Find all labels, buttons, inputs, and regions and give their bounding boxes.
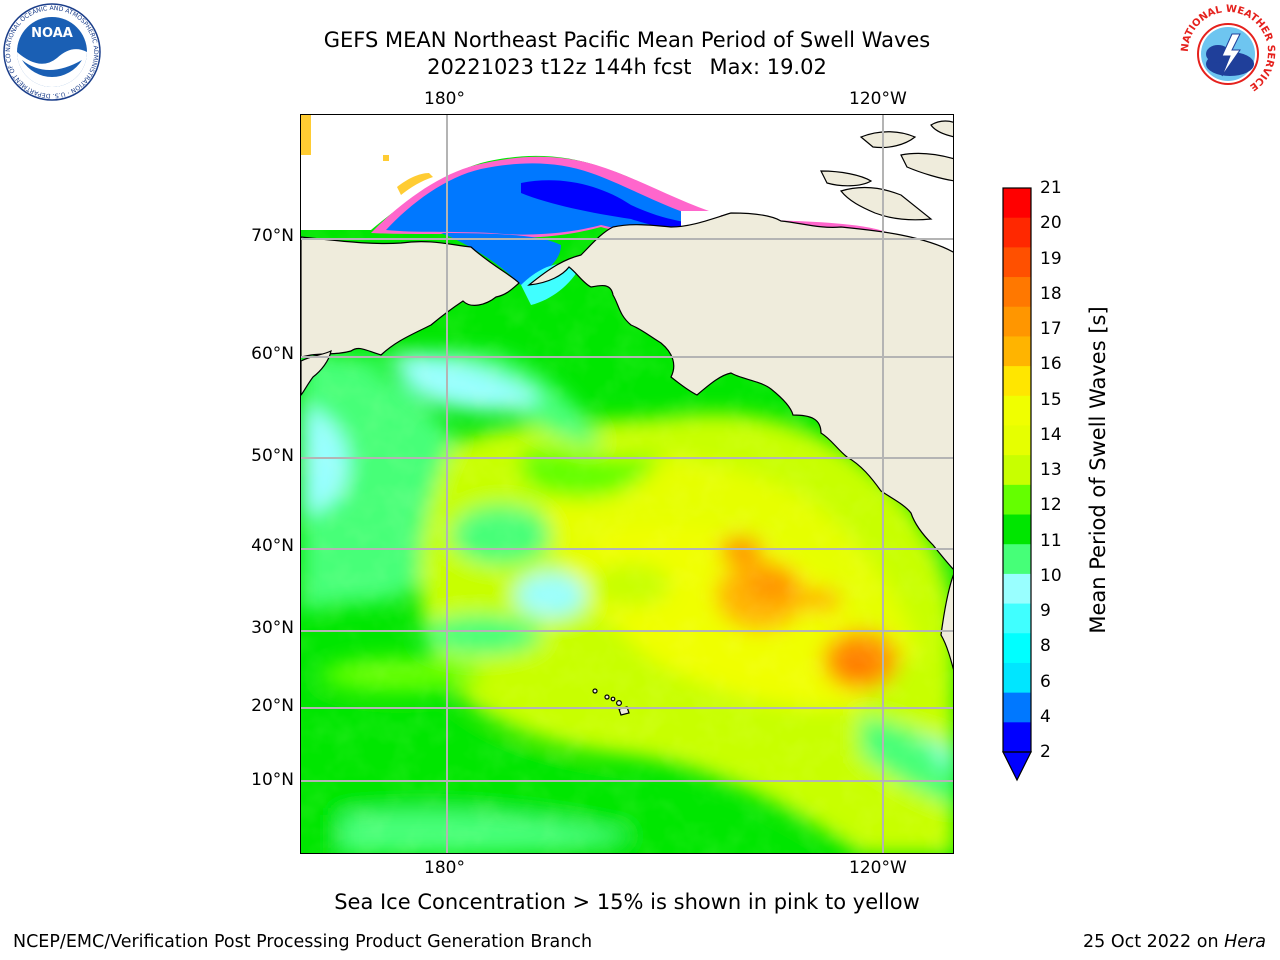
footer-date-text: 25 Oct 2022 on (1083, 932, 1219, 952)
colorbar-swatch (1003, 395, 1031, 426)
colorbar-swatches (1002, 187, 1032, 782)
colorbar-label: 11 (1040, 530, 1062, 551)
colorbar-label: 13 (1040, 460, 1062, 480)
colorbar-swatch (1003, 662, 1031, 694)
colorbar-label: 9 (1040, 601, 1051, 621)
colorbar-swatch (1003, 247, 1031, 278)
colorbar-label: 8 (1040, 636, 1051, 657)
colorbar-label: 20 (1040, 213, 1062, 234)
colorbar-swatch (1003, 366, 1031, 397)
lon-tick-bottom-120w: 120°W (849, 858, 907, 878)
colorbar-label: 21 (1040, 178, 1062, 198)
max-label: Max: 19.02 (709, 55, 827, 79)
map-panel (300, 114, 954, 854)
land (301, 120, 953, 716)
colorbar-extend-arrow (1002, 751, 1032, 782)
colorbar-title: Mean Period of Swell Waves [s] (1086, 306, 1110, 634)
colorbar-label: 10 (1040, 565, 1062, 586)
colorbar-swatch (1003, 514, 1031, 545)
lat-tick-60n: 60°N (251, 344, 294, 364)
colorbar-outline (1002, 187, 1032, 753)
colorbar-swatch (1003, 722, 1031, 753)
colorbar-swatch (1003, 573, 1031, 605)
footer-machine: Hera (1224, 932, 1266, 952)
lon-tick-top-120w: 120°W (849, 89, 907, 109)
sea-ice-note: Sea Ice Concentration > 15% is shown in … (334, 890, 920, 914)
colorbar-label: 4 (1040, 706, 1051, 727)
lat-tick-40n: 40°N (251, 536, 294, 556)
colorbar-label: 19 (1040, 248, 1062, 269)
colorbar-swatch (1003, 217, 1031, 248)
lat-tick-20n: 20°N (251, 696, 294, 716)
colorbar-swatch (1003, 455, 1031, 486)
colorbar-label: 17 (1040, 319, 1062, 339)
graticule (301, 115, 953, 853)
colorbar-swatch (1003, 188, 1031, 219)
lat-tick-10n: 10°N (251, 770, 294, 790)
colorbar-swatch (1003, 544, 1031, 575)
footer-credit: NCEP/EMC/Verification Post Processing Pr… (13, 932, 593, 952)
colorbar-swatch (1003, 306, 1031, 337)
noaa-logo: NATIONAL OCEANIC AND ATMOSPHERIC ADMINIS… (0, 0, 102, 106)
colorbar-label: 2 (1040, 742, 1051, 762)
colorbar-label: 15 (1040, 389, 1062, 410)
colorbar-label: 16 (1040, 354, 1062, 375)
colorbar-swatch (1003, 692, 1031, 723)
footer-date: 25 Oct 2022 on Hera (1083, 932, 1266, 952)
lat-tick-70n: 70°N (251, 226, 294, 246)
swell-period-map (301, 115, 953, 853)
colorbar-swatch (1003, 277, 1031, 308)
colorbar-label: 14 (1040, 424, 1062, 445)
colorbar-swatch (1003, 603, 1031, 634)
colorbar-swatch (1003, 484, 1031, 516)
lat-tick-30n: 30°N (251, 618, 294, 638)
lat-tick-50n: 50°N (251, 446, 294, 466)
colorbar-swatch (1003, 425, 1031, 456)
colorbar-swatch (1003, 633, 1031, 664)
chart-title: GEFS MEAN Northeast Pacific Mean Period … (323, 28, 931, 52)
lon-tick-bottom-180: 180° (424, 858, 465, 878)
lon-tick-top-180: 180° (424, 89, 465, 109)
colorbar-swatch (1003, 336, 1031, 367)
run-label: 20221023 t12z 144h fcst (427, 55, 692, 79)
colorbar-label: 12 (1040, 495, 1062, 516)
chart-subtitle: 20221023 t12z 144h fcst Max: 19.02 (300, 54, 954, 80)
nws-logo: NATIONAL WEATHER SERVICE (1178, 2, 1278, 106)
colorbar-label: 6 (1040, 671, 1051, 692)
colorbar-label: 18 (1040, 283, 1062, 304)
svg-text:NOAA: NOAA (31, 26, 73, 41)
colorbar (1000, 186, 1034, 786)
